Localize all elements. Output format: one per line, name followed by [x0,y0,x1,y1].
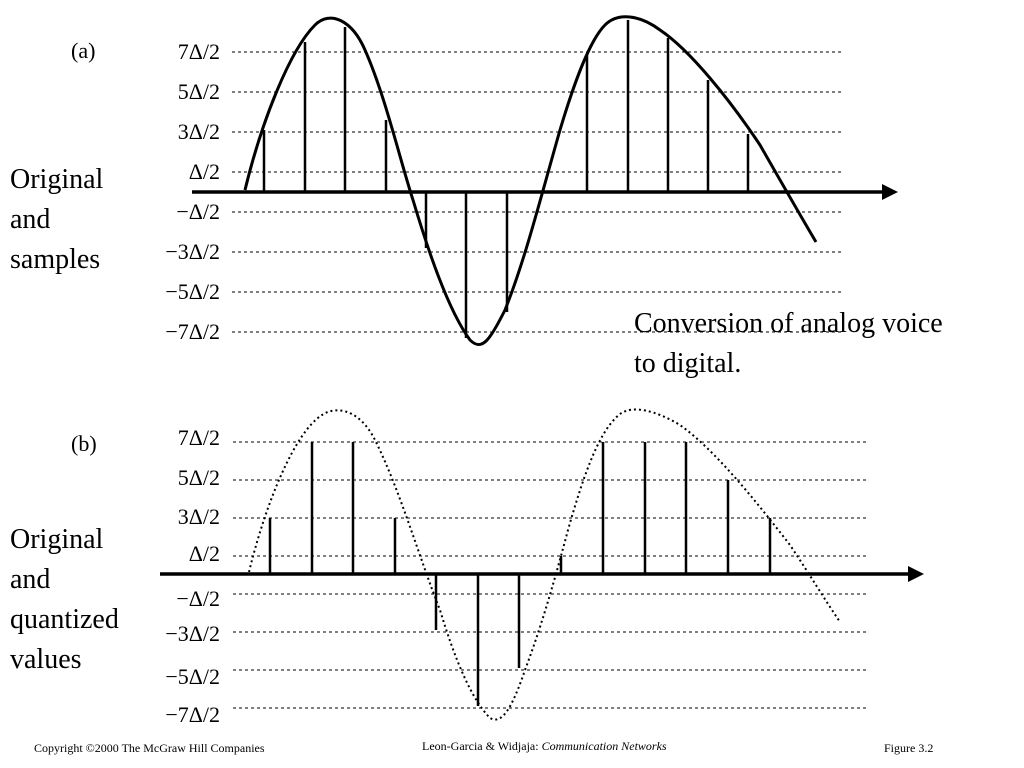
authors-text: Leon-Garcia & Widjaja: [422,739,539,753]
panel-b-level-labels: 7Δ/2 5Δ/2 3Δ/2 Δ/2 −Δ/2 −3Δ/2 −5Δ/2 −7Δ/… [165,425,220,727]
level-label: −7Δ/2 [165,702,220,727]
copyright-footer: Copyright ©2000 The McGraw Hill Companie… [34,741,265,755]
level-label: Δ/2 [189,541,220,566]
panel-b-axis-arrowhead [908,566,924,582]
figure-caption: Conversion of analog voice to digital. [634,308,943,379]
level-label: −Δ/2 [176,199,220,224]
level-label: 7Δ/2 [178,425,220,450]
panel-a-description-line: and [10,204,51,235]
panel-b-label: (b) [71,431,97,456]
level-label: Δ/2 [189,159,220,184]
panel-b-description-line: Original [10,524,104,555]
panel-b-description-line: quantized [10,604,119,635]
level-label: −3Δ/2 [165,239,220,264]
panel-b-original-waveform-dotted [248,408,841,721]
level-label: 7Δ/2 [178,39,220,64]
panel-a-description-line: Original [10,164,104,195]
panel-a-level-labels: 7Δ/2 5Δ/2 3Δ/2 Δ/2 −Δ/2 −3Δ/2 −5Δ/2 −7Δ/… [165,39,220,344]
level-label: −7Δ/2 [165,319,220,344]
panel-a-sample-lines [262,20,750,338]
level-label: 5Δ/2 [178,465,220,490]
panel-b-plot: 7Δ/2 5Δ/2 3Δ/2 Δ/2 −Δ/2 −3Δ/2 −5Δ/2 −7Δ/… [160,408,924,727]
panel-b-gridlines [233,441,868,709]
level-label: −3Δ/2 [165,621,220,646]
figure-number-footer: Figure 3.2 [884,741,934,755]
panel-a-plot: 7Δ/2 5Δ/2 3Δ/2 Δ/2 −Δ/2 −3Δ/2 −5Δ/2 −7Δ/… [165,15,898,347]
level-label: −Δ/2 [176,586,220,611]
panel-b-description-line: values [10,644,82,675]
level-label: 3Δ/2 [178,504,220,529]
level-label: −5Δ/2 [165,664,220,689]
book-credit-footer: Leon-Garcia & Widjaja: Communication Net… [422,740,667,752]
panel-a-description: Original and samples [10,160,103,280]
panel-b-description-line: and [10,564,51,595]
panel-a-analog-waveform [243,15,818,347]
panel-a-description-line: samples [10,244,101,275]
level-label: 5Δ/2 [178,79,220,104]
book-title-text: Communication Networks [541,739,667,753]
panel-a-axis-arrowhead [882,184,898,200]
level-label: 3Δ/2 [178,119,220,144]
panel-b-description: Original and quantized values [10,520,119,680]
level-label: −5Δ/2 [165,279,220,304]
panel-a-label: (a) [71,38,96,63]
